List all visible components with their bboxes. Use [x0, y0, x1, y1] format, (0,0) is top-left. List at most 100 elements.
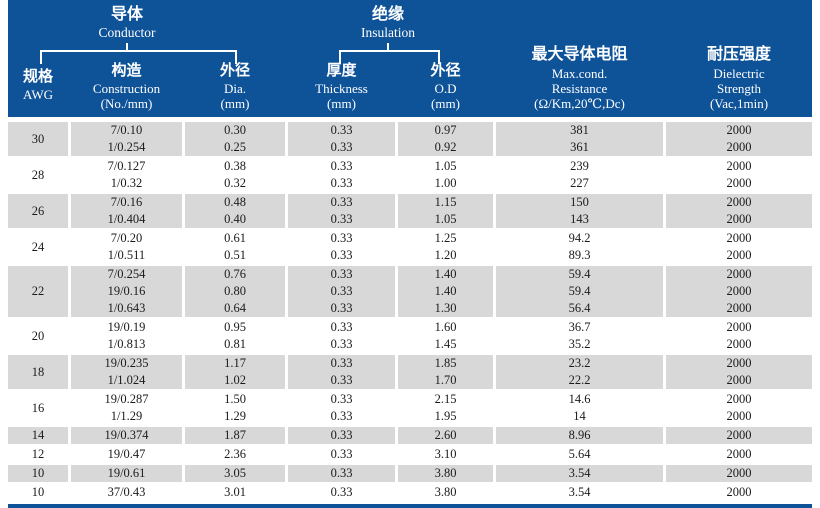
- construction-cell: 19/0.47: [71, 446, 182, 463]
- thickness-value: 0.33: [330, 195, 353, 209]
- column-header-text: (mm): [327, 96, 356, 111]
- dia-cell: 0.95 0.81: [185, 319, 285, 353]
- dia-value: 0.32: [224, 176, 246, 190]
- construction-value: 1/1.29: [110, 409, 143, 423]
- dia-value: 1.29: [224, 409, 246, 423]
- construction-value: 19/0.16: [107, 284, 146, 298]
- dia-cell: 2.36: [185, 446, 285, 463]
- column-headers: 规格 AWG 构造 Construction (No./mm) 外径 Dia. (mm) 厚度 T…: [8, 0, 812, 117]
- awg-group-10: 10 37/0.43 3.01 0.33 3.80 3.54 2000: [8, 484, 812, 501]
- construction-cell: 19/0.61: [71, 465, 182, 482]
- thickness-value: 0.33: [330, 248, 353, 262]
- construction-value: 1/1.024: [107, 373, 146, 387]
- dielectric-value: 2000: [726, 159, 752, 173]
- dia-value: 0.81: [224, 337, 246, 351]
- insulation-bracket-right-drop: [438, 50, 440, 64]
- od-value: 0.92: [434, 140, 457, 154]
- thickness-value: 0.33: [330, 409, 353, 423]
- od-cell: 1.40 1.40 1.30: [398, 266, 493, 317]
- table-header: 导体 Conductor 绝缘 Insulation 规格 AWG 构造 Constr…: [8, 0, 812, 117]
- dielectric-cell: 2000 2000: [666, 158, 812, 192]
- dielectric-cell: 2000 2000: [666, 391, 812, 425]
- od-value: 1.30: [434, 301, 457, 315]
- construction-value: 19/0.47: [107, 447, 146, 461]
- awg-cell: 22: [8, 266, 68, 317]
- awg-cell: 10: [8, 465, 68, 482]
- resistance-cell: 5.64: [496, 446, 663, 463]
- construction-value: 1/0.643: [107, 301, 146, 315]
- thickness-cell: 0.33 0.33: [288, 319, 395, 353]
- dia-value: 0.40: [224, 212, 246, 226]
- construction-cell: 19/0.235 1/1.024: [71, 355, 182, 389]
- construction-value: 7/0.254: [107, 267, 146, 281]
- dia-value: 0.76: [224, 267, 246, 281]
- resistance-value: 143: [570, 212, 589, 226]
- dia-value: 3.05: [224, 466, 246, 480]
- awg-cell: 18: [8, 355, 68, 389]
- od-value: 1.25: [434, 231, 457, 245]
- dielectric-value: 2000: [726, 373, 752, 387]
- awg-value: 22: [31, 284, 45, 298]
- dia-cell: 0.38 0.32: [185, 158, 285, 192]
- thickness-value: 0.33: [330, 301, 353, 315]
- awg-cell: 26: [8, 194, 68, 228]
- dielectric-value: 2000: [726, 409, 752, 423]
- thickness-value: 0.33: [330, 140, 353, 154]
- awg-value: 18: [31, 364, 45, 379]
- column-header-text: (mm): [220, 96, 250, 111]
- od-value: 1.85: [434, 356, 457, 370]
- dia-value: 3.01: [224, 485, 246, 499]
- awg-group-12: 12 19/0.47 2.36 0.33 3.10 5.64 2000: [8, 446, 812, 463]
- resistance-value: 59.4: [568, 284, 591, 298]
- construction-cell: 19/0.287 1/1.29: [71, 391, 182, 425]
- dia-cell: 3.01: [185, 484, 285, 501]
- thickness-value: 0.33: [330, 284, 353, 298]
- construction-value: 1/0.813: [107, 337, 146, 351]
- column-header-text: Construction: [92, 81, 161, 96]
- resistance-value: 239: [570, 159, 589, 173]
- od-cell: 1.05 1.00: [398, 158, 493, 192]
- awg-group-20: 20 19/0.19 1/0.813 0.95 0.81 0.33 0.33 1.60 1.45…: [8, 319, 812, 353]
- construction-cell: 19/0.19 1/0.813: [71, 319, 182, 353]
- od-value: 1.05: [434, 159, 457, 173]
- insulation-group-header: 绝缘 Insulation: [308, 5, 468, 41]
- od-value: 1.95: [434, 409, 457, 423]
- thickness-value: 0.33: [330, 337, 353, 351]
- dielectric-cell: 2000 2000: [666, 230, 812, 264]
- dielectric-value: 2000: [726, 195, 752, 209]
- construction-value: 7/0.20: [110, 231, 143, 245]
- dielectric-cell: 2000: [666, 427, 812, 444]
- dielectric-cell: 2000 2000: [666, 122, 812, 156]
- dia-value: 0.80: [224, 284, 246, 298]
- dielectric-value: 2000: [726, 248, 752, 262]
- resistance-value: 150: [570, 195, 589, 209]
- dielectric-cell: 2000: [666, 465, 812, 482]
- thickness-value: 0.33: [330, 231, 353, 245]
- od-value: 0.97: [434, 123, 457, 137]
- awg-cell: 28: [8, 158, 68, 192]
- awg-cell: 12: [8, 446, 68, 463]
- resistance-value: 35.2: [568, 337, 591, 351]
- resistance-value: 89.3: [568, 248, 591, 262]
- thickness-value: 0.33: [330, 392, 353, 406]
- thickness-value: 0.33: [330, 176, 353, 190]
- conductor-bracket-line: [40, 50, 237, 52]
- table-body: 30 7/0.10 1/0.254 0.30 0.25 0.33 0.33 0.97 0.92 3…: [8, 122, 812, 501]
- construction-value: 19/0.235: [104, 356, 149, 370]
- resistance-cell: 239 227: [496, 158, 663, 192]
- dielectric-cell: 2000 2000 2000: [666, 266, 812, 317]
- column-header-text: 规格: [22, 69, 53, 85]
- column-header-text: 最大导体电阻: [531, 46, 628, 63]
- resistance-value: 8.96: [568, 428, 591, 442]
- dielectric-cell: 2000 2000: [666, 319, 812, 353]
- construction-value: 1/0.511: [107, 248, 146, 262]
- od-cell: 3.10: [398, 446, 493, 463]
- construction-value: 7/0.127: [107, 159, 146, 173]
- construction-value: 37/0.43: [107, 485, 146, 499]
- insulation-label-zh: 绝缘: [371, 6, 404, 23]
- od-cell: 1.15 1.05: [398, 194, 493, 228]
- awg-value: 10: [31, 466, 45, 480]
- od-value: 3.10: [434, 447, 457, 461]
- od-value: 1.15: [434, 195, 457, 209]
- construction-cell: 37/0.43: [71, 484, 182, 501]
